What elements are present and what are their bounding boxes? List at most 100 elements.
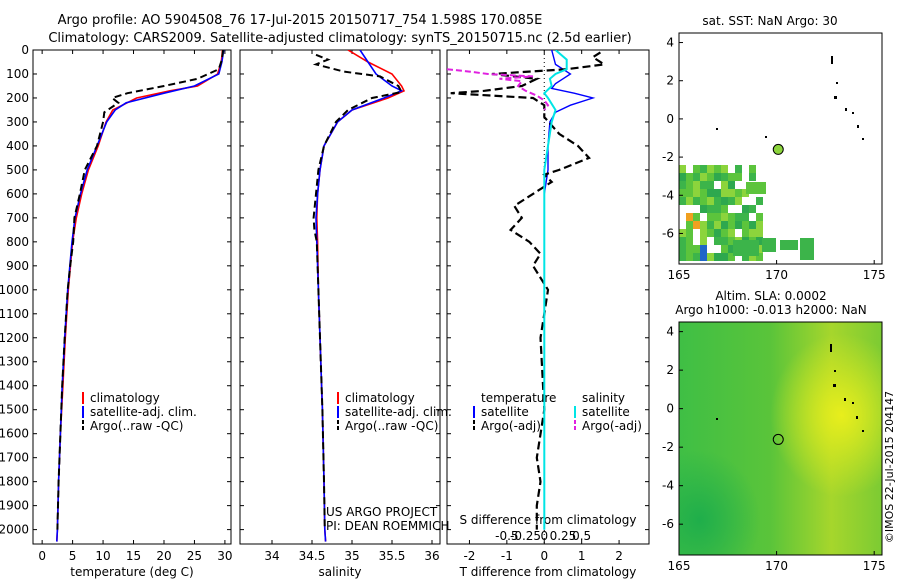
map-y-tick-label: 2 xyxy=(666,74,674,88)
sst-cell xyxy=(679,165,686,173)
x-tick-label: 0 xyxy=(540,549,548,563)
sst-cell xyxy=(742,229,749,237)
sst-cell xyxy=(693,173,700,181)
sst-cell xyxy=(746,182,766,194)
legend-label-s-argo: Argo(-adj) xyxy=(582,419,642,433)
difference-x-axis: -2 -1 0 1 2 xyxy=(463,50,623,563)
depth-tick-label: 0 xyxy=(21,43,29,57)
sst-cell xyxy=(679,181,686,189)
sst-cell xyxy=(756,213,763,221)
sst-cell xyxy=(707,197,714,205)
sst-cell xyxy=(728,181,735,189)
difference-panel-frame xyxy=(446,49,650,545)
temperature-panel-frame xyxy=(32,49,232,545)
map-y-tick-label: 4 xyxy=(666,36,674,50)
imos-credit: ©IMOS 22-Jul-2015 204147 xyxy=(883,391,896,543)
map-x-tick-label: 165 xyxy=(668,268,691,282)
x-tick-label: 25 xyxy=(187,549,202,563)
sst-cell xyxy=(686,245,693,253)
sst-cell xyxy=(735,173,742,181)
sst-cell xyxy=(749,229,756,237)
sst-cell xyxy=(728,221,735,229)
sst-cell xyxy=(714,173,721,181)
x-tick-label: 35 xyxy=(344,549,359,563)
salinity-x-axis: 34 34.5 35 35.5 36 xyxy=(264,50,440,563)
sst-cell xyxy=(707,213,714,221)
sst-cell xyxy=(756,229,763,237)
legend-title-temperature: temperature xyxy=(481,391,556,405)
depth-tick-label: 2000 xyxy=(0,523,29,537)
series-salinity-satellite xyxy=(542,50,568,530)
sst-cell xyxy=(686,253,693,261)
sst-cell xyxy=(756,237,763,245)
sst-cell xyxy=(679,237,686,245)
x-tick-label: -1 xyxy=(501,549,513,563)
series-satellite-adj-clim- xyxy=(315,50,404,542)
x-tick-label: 0.25 xyxy=(550,529,577,543)
sst-cell xyxy=(679,173,686,181)
legend-label-argo: Argo(..raw -QC) xyxy=(345,419,438,433)
sst-cell xyxy=(686,221,693,229)
sst-cell xyxy=(728,189,735,197)
sst-cell xyxy=(742,213,749,221)
legend-label-t-satellite: satellite xyxy=(481,405,529,419)
sst-cell xyxy=(721,253,728,261)
sst-cell xyxy=(679,197,686,205)
map-y-tick-label: 0 xyxy=(666,402,674,416)
sla-map-axes: 165 170 175 -6 -4 -2 0 2 4 xyxy=(662,325,886,573)
sst-map-title: sat. SST: NaN Argo: 30 xyxy=(702,14,837,28)
sst-cell xyxy=(742,253,749,261)
map-y-tick-label: -4 xyxy=(662,188,674,202)
series-salinity-argo-adj- xyxy=(447,68,550,111)
x-tick-label: 34 xyxy=(264,549,279,563)
legend-label-climatology: climatology xyxy=(90,391,160,405)
sst-cell xyxy=(707,253,714,261)
sst-cell xyxy=(721,245,728,253)
map-x-tick-label: 170 xyxy=(765,268,788,282)
sst-cell xyxy=(700,165,707,173)
sla-map-title: Altim. SLA: 0.0002 xyxy=(715,289,826,303)
sst-cell xyxy=(735,213,742,221)
sla-map-subtitle: Argo h1000: -0.013 h2000: NaN xyxy=(675,303,867,317)
sst-cell xyxy=(700,221,707,229)
sst-cell xyxy=(679,253,686,261)
map-x-tick-label: 175 xyxy=(863,559,886,573)
sst-cell xyxy=(762,238,776,252)
sst-cell xyxy=(714,221,721,229)
sst-map: 165 170 175 -6 -4 -2 0 2 4 xyxy=(662,32,886,282)
sst-cell xyxy=(686,173,693,181)
series-argo-raw-qc- xyxy=(312,53,404,530)
map-y-tick-label: -2 xyxy=(662,440,674,454)
depth-tick-label: 300 xyxy=(6,115,29,129)
sst-map-axes: 165 170 175 -6 -4 -2 0 2 4 xyxy=(662,36,886,282)
sst-cell xyxy=(686,213,693,221)
salinity-series xyxy=(312,50,406,542)
depth-tick-label: 400 xyxy=(6,139,29,153)
sst-cell xyxy=(686,229,693,237)
sst-coastline xyxy=(716,56,864,140)
sst-cell xyxy=(700,229,707,237)
map-y-tick-label: 4 xyxy=(666,325,674,339)
x-tick-label: -2 xyxy=(463,549,475,563)
sst-cell xyxy=(721,237,728,245)
x-tick-label: 1 xyxy=(578,549,586,563)
series-temperature-argo-adj- xyxy=(450,51,608,530)
temperature-series xyxy=(56,50,225,542)
x-tick-label: 0.5 xyxy=(572,529,591,543)
map-x-tick-label: 165 xyxy=(668,559,691,573)
sst-cell xyxy=(707,189,714,197)
sst-cell xyxy=(721,173,728,181)
sla-map: 165 170 175 -6 -4 -2 0 2 4 xyxy=(662,321,886,573)
salinity-legend: climatology satellite-adj. clim. Argo(..… xyxy=(337,391,452,433)
sst-cell xyxy=(686,189,693,197)
temperature-x-axis: 0 5 10 15 20 25 30 xyxy=(38,50,233,563)
project-credit: US ARGO PROJECT xyxy=(326,505,438,519)
sst-cell xyxy=(707,173,714,181)
depth-tick-label: 1500 xyxy=(0,403,29,417)
sst-cell xyxy=(756,197,763,205)
sst-cell xyxy=(728,173,735,181)
x-tick-label: 0 xyxy=(38,549,46,563)
x-tick-label: 35.5 xyxy=(379,549,406,563)
depth-tick-label: 1000 xyxy=(0,283,29,297)
